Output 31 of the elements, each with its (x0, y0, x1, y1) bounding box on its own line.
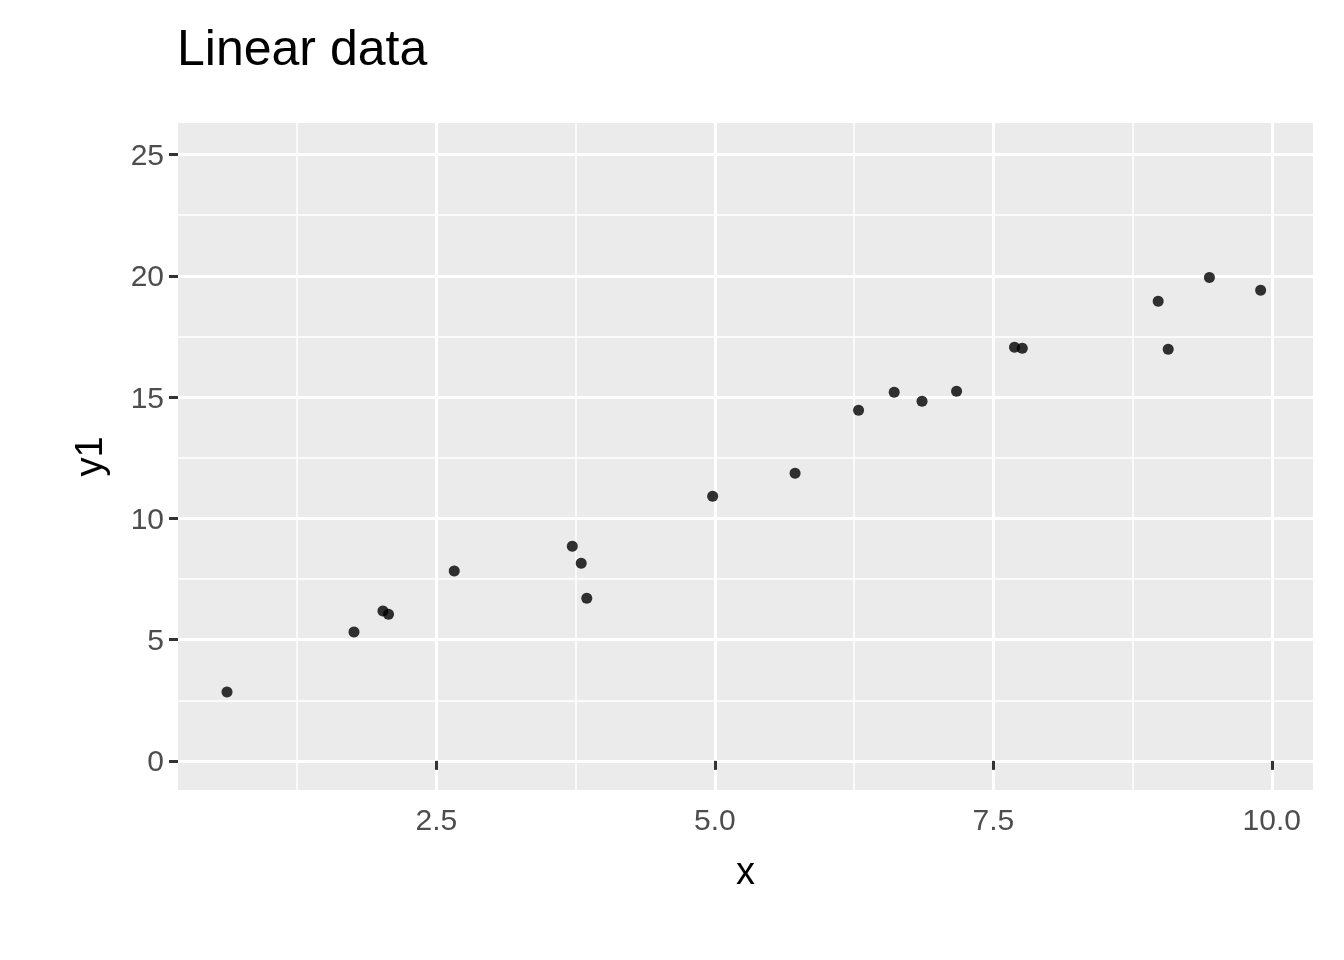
point (916, 395, 928, 407)
x-tick-label: 10.0 (1242, 802, 1301, 836)
x-tick-label: 2.5 (415, 802, 458, 836)
point (383, 608, 395, 620)
point (348, 626, 360, 638)
y-tick-label: 20 (130, 259, 164, 293)
x-axis-title: x (736, 850, 755, 892)
point (951, 385, 963, 397)
x-tick-label: 5.0 (694, 802, 736, 836)
point (566, 540, 578, 552)
point (1016, 342, 1028, 354)
x-tick-label: 7.5 (972, 802, 1015, 836)
y-tick-label: 0 (147, 744, 164, 778)
point (1203, 272, 1215, 283)
point (1162, 343, 1174, 355)
point (853, 404, 865, 416)
y-tick-label: 15 (130, 380, 164, 414)
point (575, 557, 587, 569)
point (707, 490, 719, 502)
point (581, 592, 593, 604)
point (448, 565, 460, 577)
y-tick-label: 5 (147, 623, 164, 657)
point (221, 686, 233, 698)
y-tick-label: 10 (130, 501, 164, 535)
point (1152, 295, 1164, 307)
point (1255, 284, 1267, 296)
point (888, 386, 900, 398)
y-axis-title: y1 (68, 436, 110, 477)
point (789, 467, 801, 479)
y-tick-label: 25 (130, 138, 164, 172)
chart-title: Linear data (177, 20, 428, 76)
